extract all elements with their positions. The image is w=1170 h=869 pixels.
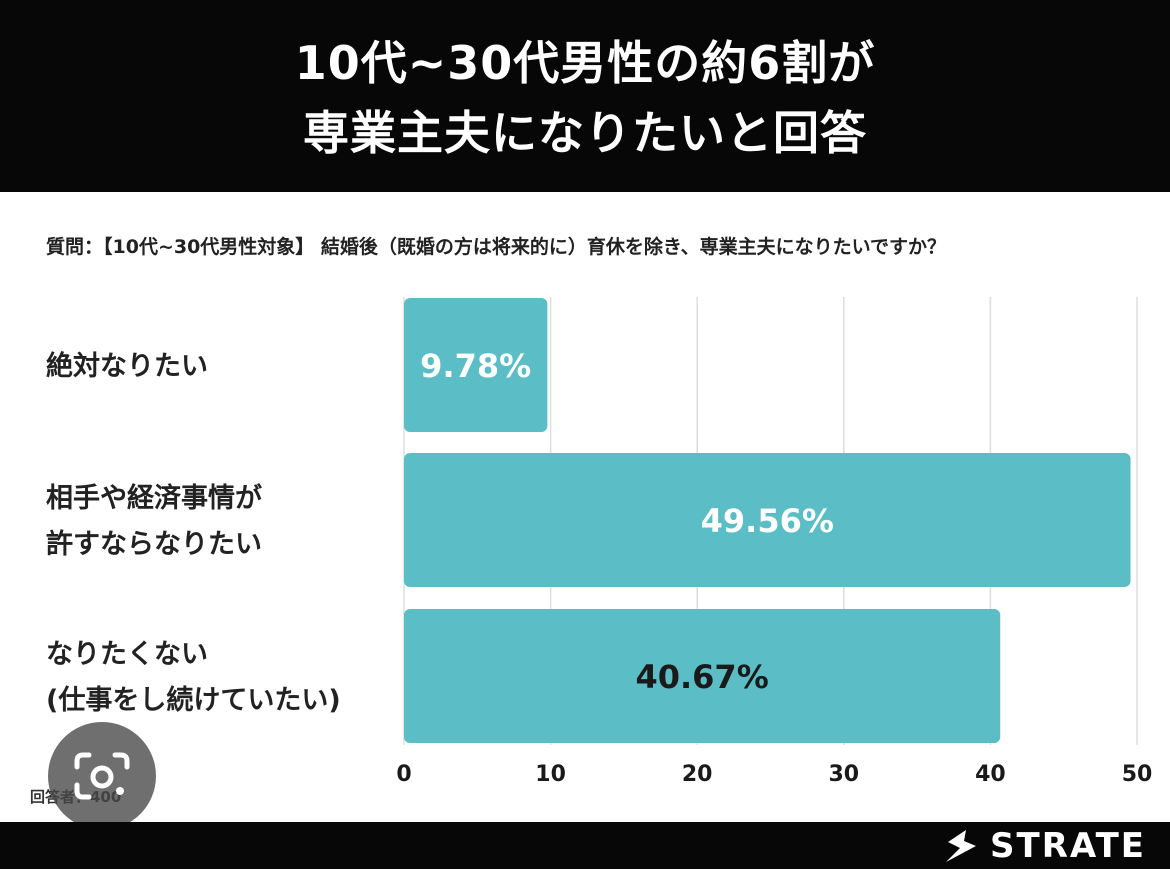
bar-1: [404, 453, 1131, 587]
category-label-1-1: 許すならなりたい: [46, 529, 262, 560]
bar-2: [404, 609, 1001, 743]
bar-0: [404, 298, 548, 432]
category-label-2-1: (仕事をし続けていたい): [46, 685, 341, 716]
chart-title-line-1: 10代~30代男性の約6割が: [294, 36, 876, 90]
survey-question: 質問：【10代~30代男性対象】 結婚後（既婚の方は将来的に）育休を除き、専業主…: [46, 236, 947, 258]
x-tick-label-0: 0: [396, 762, 411, 787]
category-label-0-0: 絶対なりたい: [46, 350, 208, 382]
strate-logo-icon: [946, 830, 977, 862]
chart-title-line-2: 専業主夫になりたいと回答: [303, 106, 867, 160]
header-banner: 10代~30代男性の約6割が 専業主夫になりたいと回答: [0, 0, 1170, 192]
bar-value-label-0: 9.78%: [420, 347, 531, 385]
x-tick-label-5: 50: [1122, 762, 1153, 787]
bar-value-label-1: 49.56%: [701, 502, 834, 540]
category-label-2-0: なりたくない: [46, 639, 208, 670]
camera-search-icon[interactable]: [48, 722, 156, 830]
x-tick-label-1: 10: [535, 762, 566, 787]
bar-value-label-2: 40.67%: [635, 658, 768, 696]
x-tick-label-4: 40: [975, 762, 1006, 787]
x-tick-label-3: 30: [828, 762, 859, 787]
x-tick-label-2: 20: [682, 762, 713, 787]
category-label-1-0: 相手や経済事情が: [46, 482, 262, 514]
brand-logo: STRATE: [942, 826, 1146, 866]
brand-name: STRATE: [990, 826, 1146, 866]
footer-bar: STRATE: [0, 822, 1170, 869]
